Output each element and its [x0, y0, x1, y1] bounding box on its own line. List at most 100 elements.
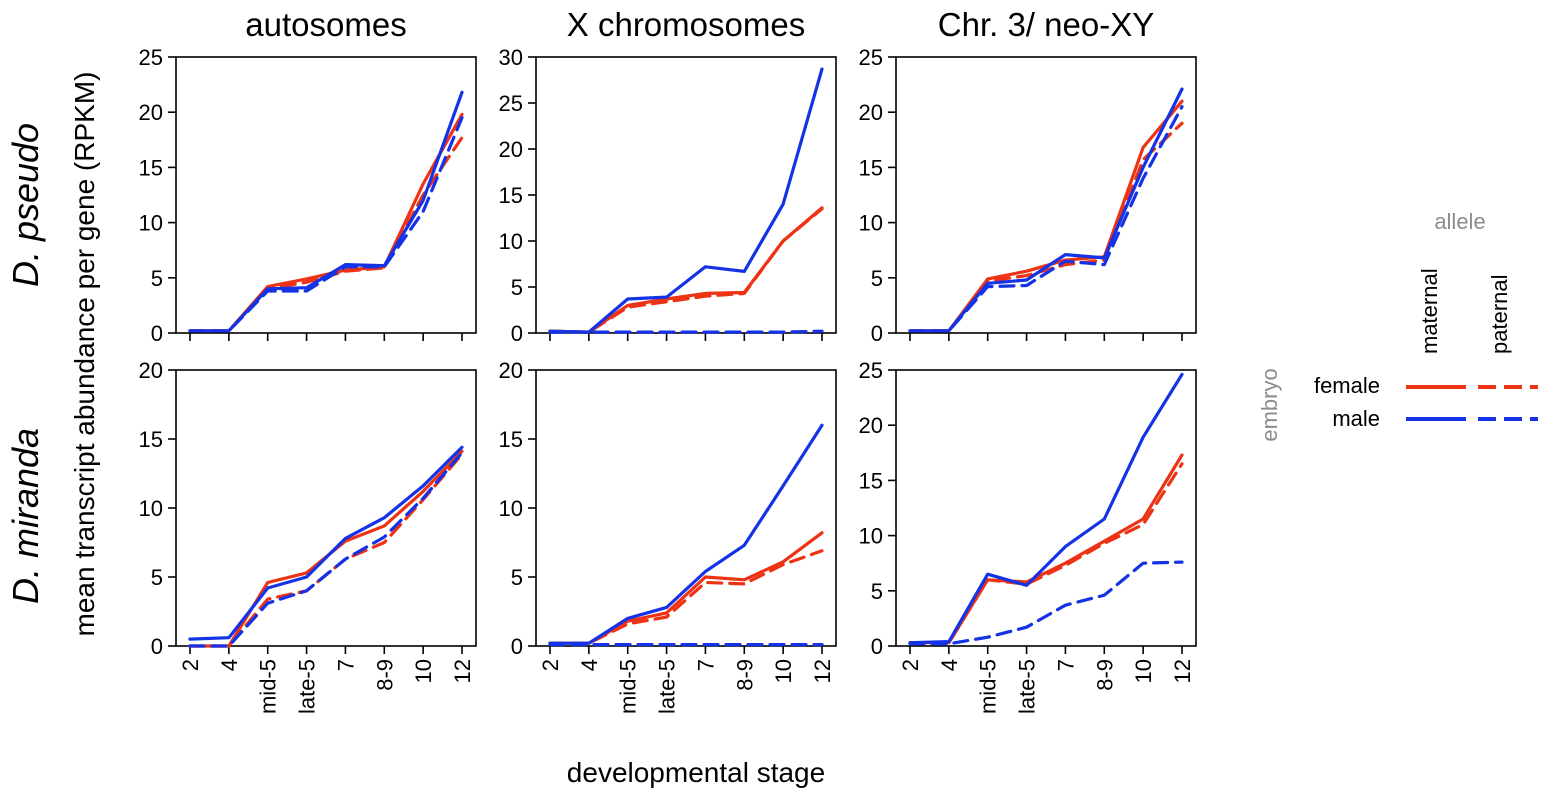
x-tick-label: mid-5: [616, 659, 641, 714]
series-line-male-maternal: [548, 423, 824, 645]
y-tick-label: 0: [511, 321, 523, 346]
series-line-male-maternal: [188, 445, 464, 641]
y-tick-label: 15: [859, 155, 883, 180]
y-tick-label: 5: [151, 266, 163, 291]
plot-frame: [175, 56, 477, 334]
column-title-x-chromosomes: X chromosomes: [567, 6, 805, 43]
y-tick-label: 25: [499, 91, 523, 116]
legend-female-label: female: [1314, 373, 1380, 398]
series-line-female-maternal: [188, 112, 464, 333]
y-tick-label: 20: [859, 413, 883, 438]
y-tick-label: 10: [139, 211, 163, 236]
series-line-male-paternal: [908, 560, 1184, 646]
y-tick-label: 5: [511, 275, 523, 300]
panel-r0-c0: 0 5 10 15 20 25: [139, 45, 477, 346]
x-tick-label: 10: [771, 659, 796, 683]
y-tick-label: 0: [151, 634, 163, 659]
x-tick-label: 4: [937, 659, 962, 671]
series-line-female-paternal: [188, 136, 464, 333]
series-line-female-paternal: [188, 452, 464, 648]
plot-frame: [535, 369, 837, 647]
plot-frame: [175, 369, 477, 647]
column-title-neo-xy: Chr. 3/ neo-XY: [938, 6, 1154, 43]
panel-r1-c0: 0 5 10 15 20 2 4 mid-5 late-5 7 8-9 10 12: [139, 358, 477, 714]
y-tick-label: 25: [859, 358, 883, 383]
series-line-male-paternal: [188, 451, 464, 648]
x-tick-label: 12: [810, 659, 835, 683]
y-tick-label: 15: [859, 468, 883, 493]
x-tick-label: 2: [898, 659, 923, 671]
y-tick-label: 10: [859, 524, 883, 549]
series-line-male-paternal: [548, 329, 824, 334]
row-label-d-pseudo: D. pseudo: [5, 123, 46, 287]
x-tick-label: 8-9: [372, 659, 397, 691]
legend-allele-title: allele: [1434, 209, 1485, 234]
x-tick-label: late-5: [1015, 659, 1040, 714]
x-tick-label: 8-9: [1092, 659, 1117, 691]
y-tick-label: 5: [871, 266, 883, 291]
x-tick-label: 2: [178, 659, 203, 671]
y-tick-label: 20: [139, 358, 163, 383]
panels: 0510152025051015202530051015202505101520…: [139, 45, 1197, 714]
column-title-autosomes: autosomes: [245, 6, 406, 43]
legend-allele-paternal: paternal: [1487, 274, 1512, 354]
x-tick-label: 4: [577, 659, 602, 671]
y-tick-label: 30: [499, 45, 523, 70]
y-tick-label: 0: [151, 321, 163, 346]
y-tick-label: 25: [859, 45, 883, 70]
x-tick-label: 8-9: [732, 659, 757, 691]
x-tick-label: 12: [450, 659, 475, 683]
y-tick-label: 5: [871, 579, 883, 604]
series-line-male-paternal: [908, 105, 1184, 333]
series-line-female-maternal: [908, 99, 1184, 333]
x-tick-label: 10: [1131, 659, 1156, 683]
x-tick-label: 12: [1170, 659, 1195, 683]
y-tick-label: 10: [499, 229, 523, 254]
y-tick-label: 15: [139, 427, 163, 452]
y-tick-label: 0: [511, 634, 523, 659]
x-tick-label: 7: [333, 659, 358, 671]
series-line-male-maternal: [548, 67, 824, 334]
legend: allele maternal paternal embryo female m…: [1257, 209, 1538, 442]
y-tick-label: 15: [499, 183, 523, 208]
series-line-male-maternal: [908, 87, 1184, 333]
x-tick-label: 4: [217, 659, 242, 671]
x-tick-label: 10: [411, 659, 436, 683]
series-line-male-maternal: [908, 372, 1184, 645]
y-tick-label: 5: [151, 565, 163, 590]
panel-r0-c2: 0 5 10 15 20 25: [859, 45, 1197, 346]
y-tick-label: 0: [871, 634, 883, 659]
x-tick-label: 7: [693, 659, 718, 671]
y-tick-label: 20: [499, 137, 523, 162]
series-line-male-paternal: [188, 116, 464, 333]
panel-r1-c1: 0 5 10 15 20 2 4 mid-5 late-5 7 8-9 10 12: [499, 358, 837, 714]
y-tick-label: 0: [871, 321, 883, 346]
plot-frame: [895, 56, 1197, 334]
x-axis-label: developmental stage: [567, 757, 825, 788]
legend-embryo-title: embryo: [1257, 368, 1282, 441]
plot-frame: [895, 369, 1197, 647]
x-tick-label: 7: [1053, 659, 1078, 671]
y-tick-label: 25: [139, 45, 163, 70]
y-tick-label: 20: [139, 100, 163, 125]
series-line-female-maternal: [188, 449, 464, 648]
y-tick-label: 15: [139, 155, 163, 180]
panel-r0-c1: 0 5 10 15 20 25 30: [499, 45, 837, 346]
y-tick-label: 10: [859, 211, 883, 236]
y-tick-label: 20: [859, 100, 883, 125]
x-tick-label: late-5: [655, 659, 680, 714]
plot-frame: [535, 56, 837, 334]
y-tick-label: 15: [499, 427, 523, 452]
series-line-female-maternal: [548, 206, 824, 334]
x-tick-label: 2: [538, 659, 563, 671]
legend-allele-maternal: maternal: [1417, 268, 1442, 354]
panel-r1-c2: 0 5 10 15 20 25 2 4 mid-5 late-5 7 8-9 10 12: [859, 358, 1197, 714]
x-tick-label: mid-5: [256, 659, 281, 714]
y-axis-label: mean transcript abundance per gene (RPKM…: [69, 72, 100, 637]
y-tick-label: 10: [499, 496, 523, 521]
y-tick-label: 20: [499, 358, 523, 383]
y-tick-label: 5: [511, 565, 523, 590]
series-line-female-paternal: [548, 207, 824, 334]
row-label-d-miranda: D. miranda: [5, 428, 46, 604]
